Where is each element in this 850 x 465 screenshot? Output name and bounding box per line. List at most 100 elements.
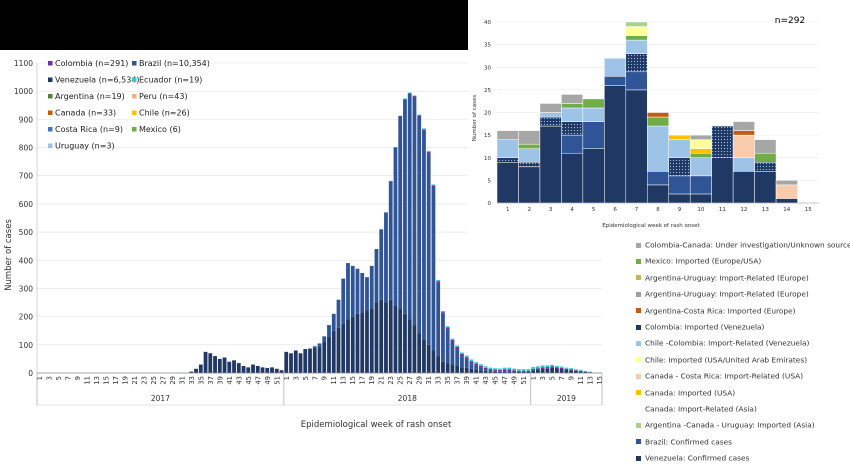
main-bar-segment	[493, 371, 498, 373]
main-bar-segment	[260, 367, 265, 373]
main-bar-segment	[322, 336, 327, 342]
main-bar-segment	[403, 99, 407, 100]
inset-bar-segment	[775, 180, 798, 186]
inset-legend-item: Venezuela: Confirmed cases	[636, 453, 749, 465]
inset-x-tick-label: 5	[592, 207, 596, 213]
inset-x-tick-label: 10	[697, 207, 704, 213]
main-bar-segment	[431, 184, 436, 186]
main-bar-segment	[232, 360, 236, 373]
main-bar-segment	[554, 365, 559, 368]
main-bar-segment	[469, 359, 474, 362]
main-bar-segment	[198, 364, 203, 373]
main-x-tick-label: 49	[511, 376, 519, 385]
main-bar-segment	[365, 311, 369, 373]
main-bar-segment	[407, 92, 412, 94]
main-bar-segment	[355, 313, 360, 373]
main-bar-segment	[208, 353, 213, 373]
main-bar-segment	[583, 371, 588, 373]
main-bar-segment	[588, 371, 593, 373]
inset-bar-segment	[518, 166, 541, 204]
inset-bar-segment	[539, 116, 562, 127]
main-bar-segment	[531, 370, 536, 373]
inset-bar-segment	[754, 152, 777, 163]
main-bar-segment	[336, 299, 341, 328]
inset-bar-segment	[561, 94, 584, 104]
main-bar-segment	[498, 368, 502, 370]
main-bar-segment	[317, 343, 322, 347]
main-bar-segment	[488, 369, 493, 370]
inset-bar-segment	[582, 121, 605, 149]
main-legend-swatch	[132, 110, 137, 115]
inset-legend-item: Canada - Costa Rica: Import-Related (USA…	[636, 371, 803, 383]
main-x-tick-label: 23	[387, 376, 395, 385]
main-x-tick-label: 29	[169, 376, 177, 385]
inset-bar-segment	[754, 171, 777, 204]
main-bar-segment	[517, 371, 521, 373]
main-x-tick-label: 25	[397, 376, 405, 385]
main-bar-segment	[540, 365, 545, 368]
inset-x-tick-label: 15	[805, 207, 812, 213]
main-legend-label: Costa Rica (n=9)	[55, 125, 123, 134]
main-bar-segment	[512, 370, 517, 372]
inset-x-tick-label: 9	[678, 207, 682, 213]
main-bar-segment	[441, 312, 445, 314]
main-bar-segment	[341, 323, 346, 373]
main-bar-segment	[464, 355, 469, 358]
main-bar-segment	[222, 357, 227, 373]
main-bar-segment	[521, 371, 526, 373]
inset-annotation: n=292	[775, 16, 805, 26]
inset-bar-segment	[582, 107, 605, 122]
main-legend-swatch	[132, 61, 137, 66]
inset-legend-item: Colombia: Imported (Venezuela)	[636, 322, 764, 334]
main-bar-segment	[569, 368, 574, 370]
main-x-tick-label: 27	[159, 376, 167, 385]
main-bar-segment	[578, 370, 583, 372]
main-bar-segment	[431, 185, 436, 187]
main-bar-segment	[398, 116, 403, 309]
main-x-tick-label: 39	[216, 376, 224, 385]
main-bar-segment	[284, 351, 289, 373]
inset-bar-segment	[518, 148, 541, 163]
inset-x-tick-label: 12	[740, 207, 747, 213]
main-bar-segment	[488, 369, 493, 372]
main-bar-segment	[502, 367, 507, 370]
main-bar-segment	[265, 367, 270, 373]
main-bar-segment	[483, 369, 488, 371]
main-bar-segment	[445, 326, 450, 328]
main-bar-segment	[194, 368, 198, 373]
inset-legend-swatch	[636, 242, 641, 248]
inset-x-tick-label: 1	[506, 207, 510, 213]
inset-legend-item: Chile: Imported (USA/United Arab Emirate…	[636, 355, 807, 367]
main-bar-segment	[407, 93, 412, 94]
main-bar-segment	[445, 329, 450, 364]
main-bar-segment	[460, 353, 464, 357]
main-bar-segment	[507, 371, 512, 373]
main-bar-segment	[417, 115, 422, 117]
main-bar-segment	[460, 356, 464, 368]
inset-bar-segment	[539, 125, 562, 204]
main-x-tick-label: 7	[558, 376, 566, 380]
main-bar-segment	[255, 365, 260, 373]
main-x-tick-label: 17	[359, 376, 367, 385]
inset-bar-segment	[775, 184, 798, 199]
main-x-tick-label: 27	[406, 376, 414, 385]
main-bar-segment	[578, 369, 583, 371]
inset-bar-segment	[561, 103, 584, 109]
inset-bar-segment	[689, 157, 712, 177]
main-legend-label: Uruguay (n=3)	[55, 142, 115, 151]
main-bar-segment	[450, 338, 455, 341]
main-bar-segment	[464, 367, 469, 373]
main-bar-segment	[312, 347, 317, 373]
main-bar-segment	[189, 371, 194, 373]
main-bar-segment	[426, 150, 431, 152]
inset-bar-segment	[604, 85, 627, 204]
main-bar-segment	[460, 367, 464, 373]
main-x-tick-label: 37	[207, 376, 215, 385]
main-x-tick-label: 9	[74, 376, 82, 380]
main-bar-segment	[317, 346, 322, 373]
main-x-tick-label: 11	[83, 376, 91, 385]
main-bar-segment	[455, 349, 460, 366]
main-x-tick-label: 45	[492, 376, 500, 385]
main-bar-segment	[483, 367, 488, 370]
